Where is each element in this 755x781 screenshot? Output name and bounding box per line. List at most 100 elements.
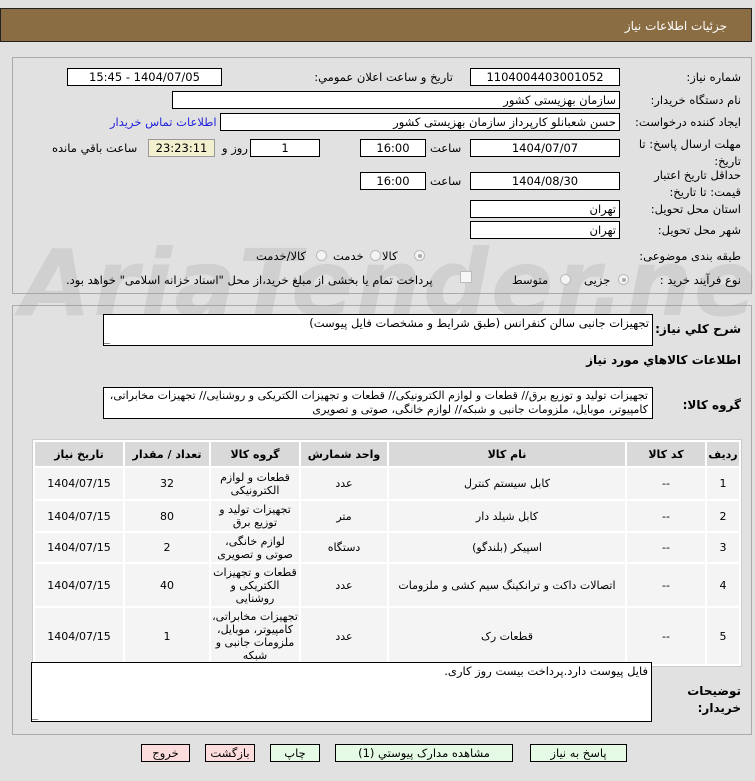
process-radio-medium[interactable] <box>560 274 571 285</box>
deadline-date-field[interactable]: 1404/07/07 <box>470 139 620 157</box>
unit-cell: متر <box>301 501 387 531</box>
quantity-cell: 2 <box>125 533 209 562</box>
resize-handle[interactable] <box>104 335 119 344</box>
city-label: شهر محل تحویل: <box>657 223 741 237</box>
goods-group-field[interactable]: تجهیزات تولید و توزیع برق// قطعات و لواز… <box>103 387 653 419</box>
province-field[interactable]: تهران <box>470 200 620 218</box>
days-field[interactable]: 1 <box>250 139 320 157</box>
table-header-row: ردیف کد کالا نام کالا واحد شمارش گروه کا… <box>35 442 739 466</box>
need-date-cell: 1404/07/15 <box>35 468 123 499</box>
resize-handle[interactable] <box>32 711 47 720</box>
description-field[interactable]: تجهیزات جانبی سالن کنفرانس (طبق شرایط و … <box>103 314 653 346</box>
table-row: 5 -- قطعات رک عدد تجهیزات مخابراتی، کامپیوتر… <box>35 608 739 664</box>
announce-label: تاریخ و ساعت اعلان عمومي: <box>314 70 453 84</box>
items-table: ردیف کد کالا نام کالا واحد شمارش گروه کا… <box>32 439 742 667</box>
quantity-cell: 80 <box>125 501 209 531</box>
col-date: تاریخ نیاز <box>35 442 123 466</box>
notes-text: فایل پیوست دارد.پرداخت بیست روز کاری. <box>444 664 648 678</box>
item-name-cell: کابل شیلد دار <box>389 501 625 531</box>
category-option-both: کالا/خدمت <box>256 249 307 263</box>
table-row: 1 -- کابل سیستم کنترل عدد قطعات و لوازم الکت… <box>35 468 739 499</box>
item-code-cell: -- <box>627 564 705 606</box>
process-option-minor: جزیی <box>584 273 611 287</box>
description-text: تجهیزات جانبی سالن کنفرانس (طبق شرایط و … <box>309 316 649 330</box>
announce-field[interactable]: 1404/07/05 - 15:45 <box>67 68 222 86</box>
deadline-time-field[interactable]: 16:00 <box>360 139 426 157</box>
table-row: 4 -- اتصالات داکت و ترانکینگ سیم کشی و ملز… <box>35 564 739 606</box>
item-name-cell: قطعات رک <box>389 608 625 664</box>
item-group-cell: قطعات و تجهیزات الکتریکی و روشنایی <box>211 564 299 606</box>
category-radio-goods[interactable] <box>414 250 425 261</box>
item-name-cell: اسپیکر (بلندگو) <box>389 533 625 562</box>
buyer-contact-link[interactable]: اطلاعات تماس خریدار <box>110 115 217 129</box>
reply-button[interactable]: پاسخ به نیاز <box>530 744 627 762</box>
quantity-cell: 32 <box>125 468 209 499</box>
need-date-cell: 1404/07/15 <box>35 608 123 664</box>
unit-cell: عدد <box>301 564 387 606</box>
col-unit: واحد شمارش <box>301 442 387 466</box>
treasury-payment-checkbox[interactable] <box>460 271 472 283</box>
creator-label: ایجاد کننده درخواست: <box>635 115 741 129</box>
validity-label: حداقل تاریخ اعتبار قیمت: تا تاریخ: <box>654 168 741 199</box>
row-number-cell: 4 <box>707 564 739 606</box>
days-label: روز و <box>222 141 248 155</box>
process-radio-minor[interactable] <box>618 274 629 285</box>
back-button[interactable]: بازگشت <box>205 744 255 762</box>
item-group-cell: تجهیزات تولید و توزیع برق <box>211 501 299 531</box>
print-button[interactable]: چاپ <box>270 744 320 762</box>
process-option-medium: متوسط <box>512 273 549 287</box>
category-label: طبقه بندی موضوعی: <box>639 249 741 263</box>
exit-button[interactable]: خروج <box>141 744 190 762</box>
col-code: کد کالا <box>627 442 705 466</box>
goods-group-label: گروه کالا: <box>682 398 741 412</box>
remaining-time-field: 23:23:11 <box>148 139 215 157</box>
city-field[interactable]: تهران <box>470 221 620 239</box>
page-header: جزئیات اطلاعات نیاز <box>0 8 752 42</box>
buyer-label: نام دستگاه خریدار: <box>650 93 741 107</box>
quantity-cell: 1 <box>125 608 209 664</box>
quantity-cell: 40 <box>125 564 209 606</box>
col-name: نام کالا <box>389 442 625 466</box>
need-number-label: شماره نیاز: <box>686 70 741 84</box>
goods-group-text: تجهیزات تولید و توزیع برق// قطعات و لواز… <box>109 389 648 416</box>
item-group-cell: تجهیزات مخابراتی، کامپیوتر، موبایل، ملزو… <box>211 608 299 664</box>
table-row: 2 -- کابل شیلد دار متر تجهیزات تولید و توزیع… <box>35 501 739 531</box>
item-group-cell: لوازم خانگی، صوتی و تصویری <box>211 533 299 562</box>
process-label: نوع فرآیند خرید : <box>659 273 741 287</box>
item-group-cell: قطعات و لوازم الکترونیکی <box>211 468 299 499</box>
item-code-cell: -- <box>627 533 705 562</box>
row-number-cell: 1 <box>707 468 739 499</box>
category-radio-service[interactable] <box>370 250 381 261</box>
row-number-cell: 5 <box>707 608 739 664</box>
item-name-cell: کابل سیستم کنترل <box>389 468 625 499</box>
deadline-label: مهلت ارسال پاسخ: تا تاریخ: <box>638 137 741 168</box>
unit-cell: عدد <box>301 608 387 664</box>
unit-cell: عدد <box>301 468 387 499</box>
page-title: جزئیات اطلاعات نیاز <box>624 19 727 33</box>
row-number-cell: 3 <box>707 533 739 562</box>
province-label: استان محل تحویل: <box>650 202 741 216</box>
need-date-cell: 1404/07/15 <box>35 564 123 606</box>
unit-cell: دستگاه <box>301 533 387 562</box>
validity-date-field[interactable]: 1404/08/30 <box>470 172 620 190</box>
col-row: ردیف <box>707 442 739 466</box>
validity-time-field[interactable]: 16:00 <box>360 172 426 190</box>
notes-label: توضیحات خریدار: <box>687 684 741 715</box>
category-option-service: خدمت <box>333 249 364 263</box>
row-number-cell: 2 <box>707 501 739 531</box>
need-date-cell: 1404/07/15 <box>35 501 123 531</box>
buyer-field[interactable]: سازمان بهزیستی کشور <box>172 91 620 109</box>
notes-field[interactable]: فایل پیوست دارد.پرداخت بیست روز کاری. <box>31 662 652 722</box>
creator-field[interactable]: حسن شعبانلو کارپرداز سازمان بهزیستی کشور <box>220 113 620 131</box>
need-number-field[interactable]: 1104004403001052 <box>470 68 620 86</box>
col-group: گروه کالا <box>211 442 299 466</box>
items-heading: اطلاعات کالاهاي مورد نیاز <box>586 353 741 367</box>
view-attachments-button[interactable]: مشاهده مدارک پیوستي (1) <box>335 744 513 762</box>
category-option-goods: کالا <box>382 249 398 263</box>
description-label: شرح کلي نیاز: <box>655 322 741 336</box>
validity-hour-label: ساعت <box>430 174 462 188</box>
category-radio-both[interactable] <box>316 250 327 261</box>
item-code-cell: -- <box>627 501 705 531</box>
item-name-cell: اتصالات داکت و ترانکینگ سیم کشی و ملزوما… <box>389 564 625 606</box>
col-qty: تعداد / مقدار <box>125 442 209 466</box>
